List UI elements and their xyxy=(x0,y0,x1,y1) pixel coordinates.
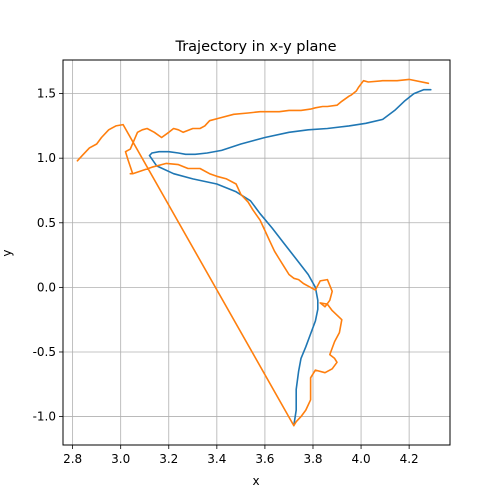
x-tick-label: 3.8 xyxy=(303,452,322,466)
x-tick-label: 3.2 xyxy=(159,452,178,466)
chart-title: Trajectory in x-y plane xyxy=(174,39,336,55)
y-axis-ticks: -1.0 -0.5 0.0 0.5 1.0 1.5 xyxy=(33,87,63,424)
x-tick-label: 3.6 xyxy=(255,452,274,466)
y-tick-label: 1.0 xyxy=(37,151,56,165)
y-axis-label: y xyxy=(0,249,14,256)
x-axis-ticks: 2.8 3.0 3.2 3.4 3.6 3.8 4.0 4.2 xyxy=(63,445,419,466)
y-tick-label: 0.5 xyxy=(37,216,56,230)
axes-frame xyxy=(62,59,451,446)
grid-lines xyxy=(63,60,450,445)
y-tick-label: -1.0 xyxy=(33,410,56,424)
plot-area xyxy=(76,78,432,427)
series-line-2 xyxy=(76,78,430,427)
x-tick-label: 3.4 xyxy=(207,452,226,466)
x-tick-label: 4.2 xyxy=(400,452,419,466)
x-tick-label: 2.8 xyxy=(63,452,82,466)
x-tick-label: 4.0 xyxy=(352,452,371,466)
x-axis-label: x xyxy=(252,474,259,488)
y-tick-label: -0.5 xyxy=(33,345,56,359)
y-tick-label: 0.0 xyxy=(37,280,56,294)
series-line-1 xyxy=(148,88,432,427)
y-tick-label: 1.5 xyxy=(37,87,56,101)
x-tick-label: 3.0 xyxy=(111,452,130,466)
